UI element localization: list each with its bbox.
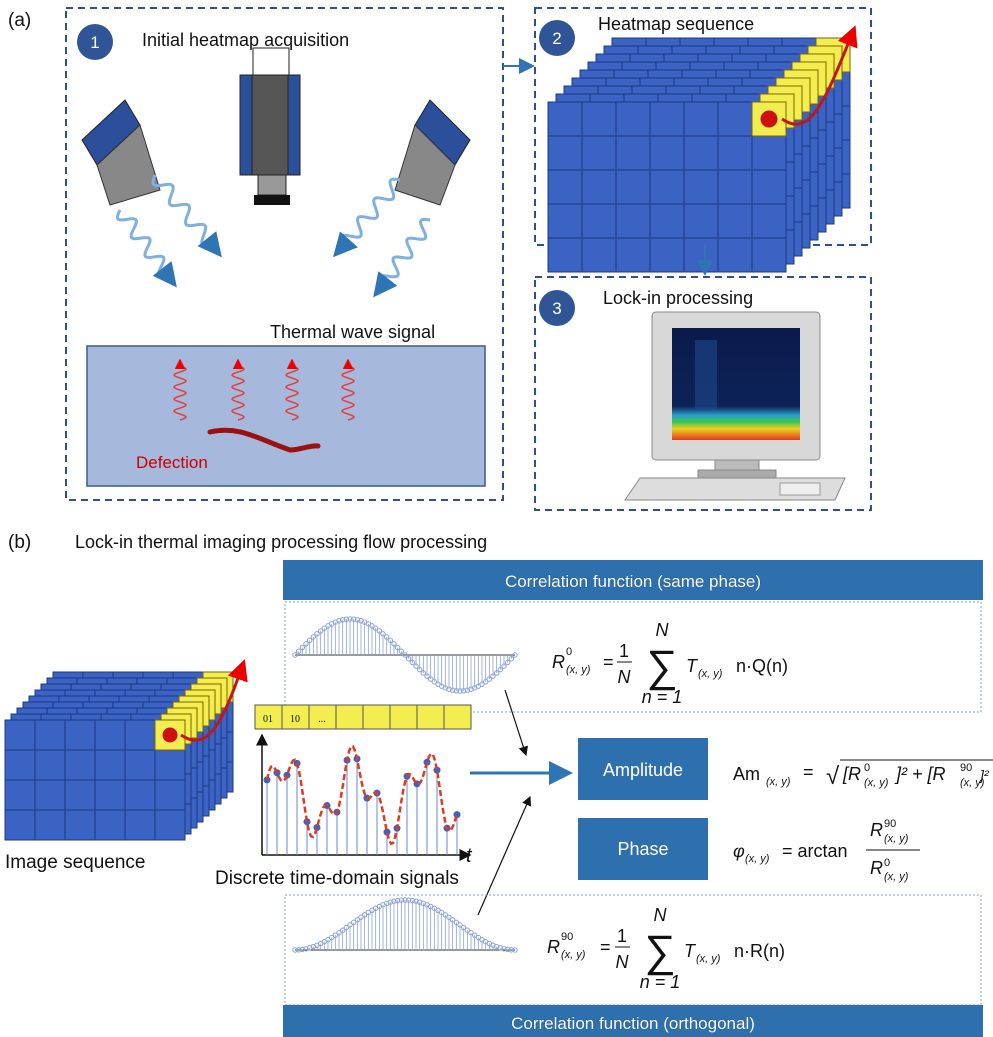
panel-title: Lock-in thermal imaging processing flow … (75, 532, 487, 552)
axis-label: t (466, 845, 473, 867)
formula-part: (x, y) (696, 953, 721, 965)
discrete-signal (262, 735, 470, 855)
panel-label: (a) (8, 10, 31, 31)
computer-part (698, 470, 776, 478)
frame-cell (390, 705, 417, 729)
formula-part: (x, y) (566, 664, 591, 676)
formula-part: (x, y) (884, 833, 909, 845)
formula-part: R (870, 820, 883, 840)
formula-part: R (552, 652, 565, 672)
formula-part: N (656, 620, 670, 640)
grid-layer (548, 102, 786, 272)
formula-part: n = 1 (640, 972, 681, 992)
step-title: Heatmap sequence (598, 14, 754, 34)
formula-part: ∑ (646, 642, 677, 691)
formula-part: = (803, 762, 814, 782)
formula-part: 1 (617, 926, 627, 946)
formula-part: [R (842, 764, 861, 784)
camera-part (254, 195, 290, 205)
formula-part: √ (826, 763, 840, 790)
formula-part: N (616, 952, 630, 972)
formula-part: ]² (978, 767, 990, 783)
panel-b: (b) Lock-in thermal imaging processing f… (5, 532, 993, 1037)
frame-label: 01 (263, 714, 273, 725)
formula-part: 90 (561, 931, 573, 943)
frame-cell (444, 705, 471, 729)
formula-part: n = 1 (642, 687, 683, 707)
formula-part: n·R(n) (734, 941, 785, 961)
frame-label: ... (318, 714, 326, 725)
frame-cell (417, 705, 444, 729)
camera-part (258, 175, 286, 195)
formula-part: 0 (864, 762, 870, 774)
diagram: (a) 1 Initial heatmap acquisition Therma… (0, 0, 993, 1037)
formula-part: N (654, 905, 668, 925)
formula-part: φ (733, 841, 745, 861)
computer (625, 312, 845, 500)
header-text: Correlation function (orthogonal) (511, 1014, 755, 1033)
formula-part: (x, y) (745, 853, 770, 865)
arrow (478, 797, 530, 915)
badge-number: 3 (552, 299, 561, 318)
step-title: Lock-in processing (603, 288, 753, 308)
caption: Discrete time-domain signals (215, 868, 459, 889)
button-label: Amplitude (603, 760, 683, 780)
badge-number: 1 (90, 33, 99, 52)
formula-part: 1 (619, 641, 629, 661)
formula-part: ∑ (644, 927, 675, 976)
reference-signal (293, 898, 517, 952)
caption: Image sequence (5, 852, 146, 873)
formula-part: n·Q(n) (736, 656, 788, 676)
formula-part: Am (733, 764, 760, 784)
frame-label: 10 (290, 714, 300, 725)
formula: R 90 (x, y) = 1 N N ∑ n = 1 T (x, y) n·R… (547, 905, 785, 992)
computer-part (695, 340, 717, 410)
formula-part: N (618, 667, 632, 687)
image-stack (5, 662, 244, 840)
arrow (505, 690, 526, 755)
formula-part: (x, y) (884, 871, 909, 883)
reference-signal (293, 617, 517, 693)
frame-cell (336, 705, 363, 729)
computer-part (672, 328, 800, 440)
formula-part: (x, y) (698, 668, 723, 680)
camera-part (253, 48, 289, 75)
formula-part: R (547, 937, 560, 957)
badge-number: 2 (552, 29, 561, 48)
frame-strip: 01 10... (255, 705, 471, 729)
pixel-dot (761, 111, 778, 128)
formula: R 0 (x, y) = 1 N N ∑ n = 1 T (x, y) n·Q(… (552, 620, 788, 707)
heatmap-stack (548, 28, 854, 272)
formula-part: 90 (884, 818, 896, 830)
light-wave (335, 179, 400, 255)
formula-part: R (870, 858, 883, 878)
panel-label: (b) (8, 532, 31, 553)
formula-part: (x, y) (766, 776, 791, 788)
formula-part: = (603, 652, 614, 672)
formula-part: = (600, 937, 611, 957)
panel-a: (a) 1 Initial heatmap acquisition Therma… (8, 8, 871, 510)
camera-part (252, 75, 288, 175)
light-wave (375, 219, 430, 295)
frame-cell (363, 705, 390, 729)
formula-part: (x, y) (561, 949, 586, 961)
formula-box (285, 602, 981, 712)
light-wave (117, 210, 175, 285)
pixel-dot (163, 728, 178, 743)
computer-part (780, 483, 820, 495)
header-text: Correlation function (same phase) (505, 572, 761, 591)
formula-part: 0 (884, 857, 890, 869)
formula-part: ]² + [R (894, 764, 946, 784)
formula: Am (x, y) = √ [R 0 (x, y) ]² + [R 90 (x,… (733, 760, 993, 883)
signal-label: Thermal wave signal (270, 322, 435, 342)
button-label: Phase (617, 839, 668, 859)
step-title: Initial heatmap acquisition (142, 30, 349, 50)
formula-part: = arctan (782, 841, 848, 861)
camera (240, 48, 300, 205)
light-wave (153, 175, 220, 255)
defect-label: Defection (136, 453, 208, 472)
formula-part: 0 (566, 646, 572, 658)
formula-part: (x, y) (864, 777, 889, 789)
formula-part: 90 (960, 762, 972, 774)
